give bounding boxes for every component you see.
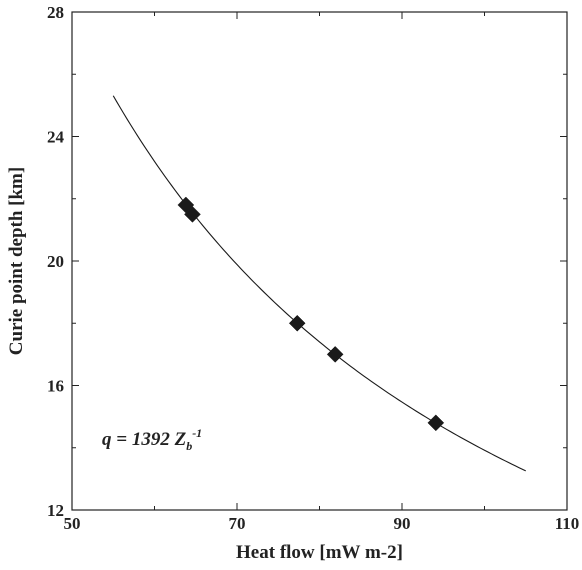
y-axis-label: Curie point depth [km] — [6, 167, 27, 355]
data-point-diamond — [326, 346, 344, 363]
equation-annotation: q = 1392 Zb-1 — [102, 426, 202, 453]
x-tick-label: 70 — [229, 514, 246, 533]
equation-superscript: -1 — [192, 426, 202, 440]
y-tick-label: 28 — [47, 3, 64, 22]
y-tick-label: 12 — [47, 501, 64, 520]
y-tick-label: 16 — [47, 377, 64, 396]
y-tick-label: 20 — [47, 252, 64, 271]
x-tick-label: 90 — [394, 514, 411, 533]
plot-frame — [71, 11, 568, 511]
data-point-diamond — [288, 314, 306, 332]
y-tick-label: 24 — [47, 128, 65, 147]
data-point-diamond — [184, 205, 201, 223]
x-tick-label: 110 — [555, 514, 580, 533]
x-tick-label: 50 — [64, 514, 81, 533]
data-point-diamond — [427, 414, 445, 432]
x-tick-labels: 50 70 90 110 — [64, 514, 580, 533]
x-axis-label: Heat flow [mW m-2] — [236, 542, 403, 563]
points-layer — [177, 196, 445, 432]
fit-curve — [112, 95, 526, 472]
equation-subscript: b — [186, 439, 192, 453]
y-tick-labels: 12 16 20 24 28 — [47, 3, 65, 520]
equation-main: q = 1392 Z — [102, 429, 187, 450]
fit-curve-layer — [112, 95, 526, 472]
